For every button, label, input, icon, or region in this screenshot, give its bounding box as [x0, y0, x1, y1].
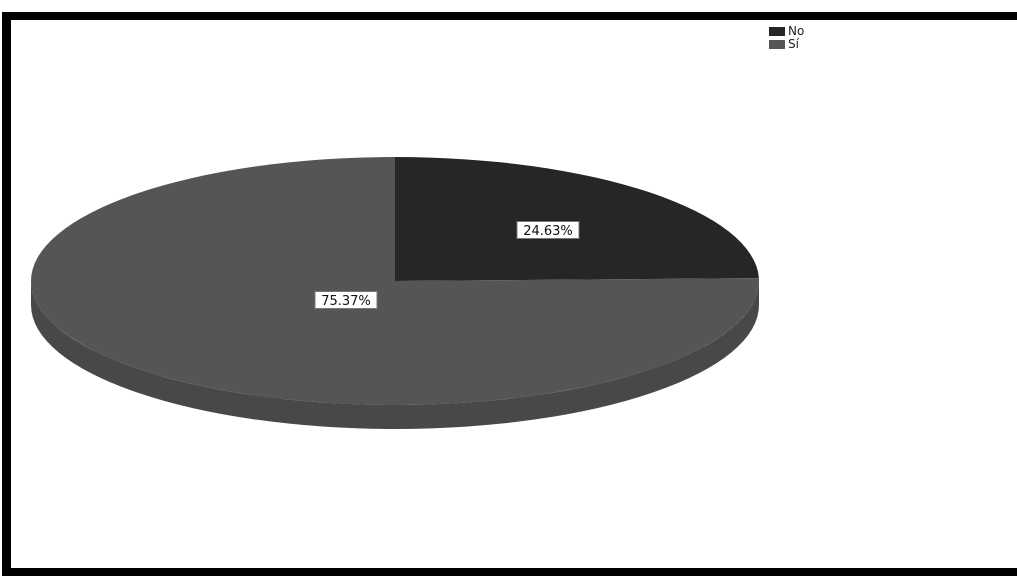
chart-legend: No Sí [769, 25, 804, 51]
legend-item-si: Sí [769, 38, 804, 51]
pie-slice-no [395, 157, 759, 281]
legend-label-no: No [788, 24, 805, 38]
data-label-si: 75.37% [314, 291, 378, 309]
data-label-text: 75.37% [321, 294, 371, 309]
data-label-box [314, 291, 378, 309]
legend-swatch-no [769, 27, 785, 36]
legend-item-no: No [769, 25, 804, 38]
pie-side-edge [31, 281, 759, 429]
legend-label-si: Sí [788, 37, 799, 51]
data-label-box [516, 221, 580, 239]
legend-swatch-si [769, 40, 785, 49]
pie-slice-si [31, 157, 760, 405]
data-label-text: 24.63% [523, 224, 573, 239]
data-label-no: 24.63% [516, 221, 580, 239]
